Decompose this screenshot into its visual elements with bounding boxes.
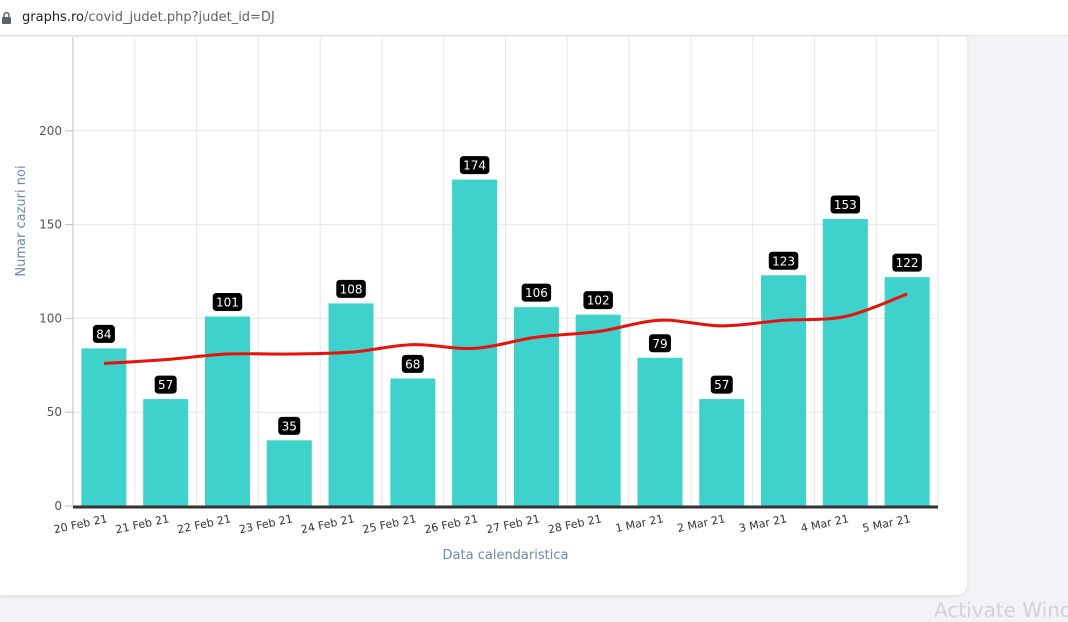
data-label-box: [211, 292, 244, 313]
x-tick-label: 24 Feb 21: [300, 512, 356, 536]
data-label-text: 123: [772, 254, 795, 268]
data-label-text: 57: [714, 378, 729, 392]
bar[interactable]: [884, 277, 930, 506]
url-path: /covid_judet.php?judet_id=DJ: [83, 10, 275, 25]
x-tick-label: 27 Feb 21: [485, 512, 541, 536]
x-axis-title: Data calendaristica: [443, 548, 569, 563]
data-label-box: [520, 282, 553, 303]
data-label: 101: [211, 292, 244, 313]
data-label-box: [647, 333, 672, 354]
x-tick-label: 28 Feb 21: [547, 512, 603, 536]
data-label-text: 57: [158, 378, 173, 392]
bar[interactable]: [699, 399, 745, 506]
url-host: graphs.ro: [22, 10, 84, 25]
bar[interactable]: [761, 275, 807, 506]
bar-layer: [81, 179, 930, 507]
y-axis-title: Numar cazuri noi: [14, 165, 29, 276]
y-tick-label: 0: [54, 499, 62, 513]
x-tick-label: 4 Mar 21: [800, 512, 850, 535]
data-label: 68: [400, 353, 425, 374]
data-label-text: 153: [834, 198, 857, 212]
x-tick-label: 23 Feb 21: [238, 512, 294, 536]
data-label-text: 35: [282, 419, 297, 433]
data-label-text: 102: [587, 294, 610, 308]
bar[interactable]: [328, 303, 374, 506]
address-bar[interactable]: graphs.ro/covid_judet.php?judet_id=DJ: [0, 0, 1068, 36]
data-label-box: [709, 374, 734, 395]
x-tick-label: 25 Feb 21: [361, 512, 417, 536]
data-label: 35: [277, 415, 302, 436]
data-label: 102: [582, 290, 614, 311]
data-label: 122: [891, 252, 923, 273]
chart-card: 84 57 101 35 108 68 174 106 102 79 57 123 153 122 0 50…: [0, 37, 967, 595]
data-label: 106: [520, 282, 553, 303]
y-tick-label: 200: [39, 124, 62, 138]
y-tick-layer: 0 50 100 150 200: [39, 124, 73, 513]
data-label: 79: [647, 333, 672, 354]
data-label: 57: [709, 374, 734, 395]
windows-activation-watermark: Activate Windo: [934, 598, 1068, 622]
bar[interactable]: [390, 378, 436, 506]
data-label: 84: [91, 323, 116, 344]
grid-layer: [72, 37, 939, 506]
x-tick-label: 20 Feb 21: [53, 512, 109, 536]
x-tick-layer: 20 Feb 21 21 Feb 21 22 Feb 21 23 Feb 21 24 F…: [53, 512, 912, 536]
x-tick-label: 5 Mar 21: [861, 512, 911, 535]
data-label-box: [767, 250, 800, 271]
data-label: 123: [767, 250, 800, 271]
data-label-text: 101: [216, 296, 239, 310]
data-label-box: [153, 374, 178, 395]
bar[interactable]: [452, 179, 498, 507]
bar[interactable]: [204, 316, 250, 506]
data-label-box: [277, 415, 302, 436]
data-label-text: 84: [96, 327, 111, 341]
x-tick-label: 21 Feb 21: [114, 512, 170, 536]
bar[interactable]: [637, 357, 683, 506]
data-label: 174: [458, 155, 491, 176]
data-label-text: 108: [340, 282, 363, 296]
y-tick-label: 150: [39, 218, 62, 232]
data-label-box: [400, 353, 425, 374]
lock-icon: [2, 12, 11, 24]
bar[interactable]: [81, 348, 127, 506]
data-label-box: [829, 194, 862, 215]
x-tick-label: 22 Feb 21: [176, 512, 232, 536]
trend-line: [103, 292, 908, 365]
data-label-text: 79: [652, 337, 667, 351]
x-tick-label: 1 Mar 21: [614, 512, 664, 535]
data-label-box: [335, 278, 367, 299]
x-tick-label: 2 Mar 21: [676, 512, 726, 535]
bar-chart: 84 57 101 35 108 68 174 106 102 79 57 123 153 122 0 50…: [14, 37, 939, 563]
data-label-box: [91, 323, 116, 344]
data-label-text: 106: [525, 286, 548, 300]
data-label-text: 122: [896, 256, 919, 270]
data-label: 57: [153, 374, 178, 395]
bar[interactable]: [575, 314, 621, 506]
data-label: 153: [829, 194, 862, 215]
data-label-text: 68: [405, 357, 420, 371]
bar[interactable]: [143, 399, 189, 506]
data-label-box: [582, 290, 614, 311]
data-label-layer: 84 57 101 35 108 68 174 106 102 79 57 123 153 122: [91, 155, 923, 436]
bar[interactable]: [822, 218, 868, 507]
data-label-box: [458, 155, 491, 176]
x-tick-label: 26 Feb 21: [423, 512, 479, 536]
y-tick-label: 50: [47, 405, 62, 419]
data-label-box: [891, 252, 923, 273]
x-tick-label: 3 Mar 21: [738, 512, 788, 535]
data-label-text: 174: [463, 159, 486, 173]
url-text[interactable]: graphs.ro/covid_judet.php?judet_id=DJ: [22, 10, 275, 25]
bar[interactable]: [266, 440, 312, 506]
y-tick-label: 100: [39, 311, 62, 325]
data-label: 108: [335, 278, 367, 299]
